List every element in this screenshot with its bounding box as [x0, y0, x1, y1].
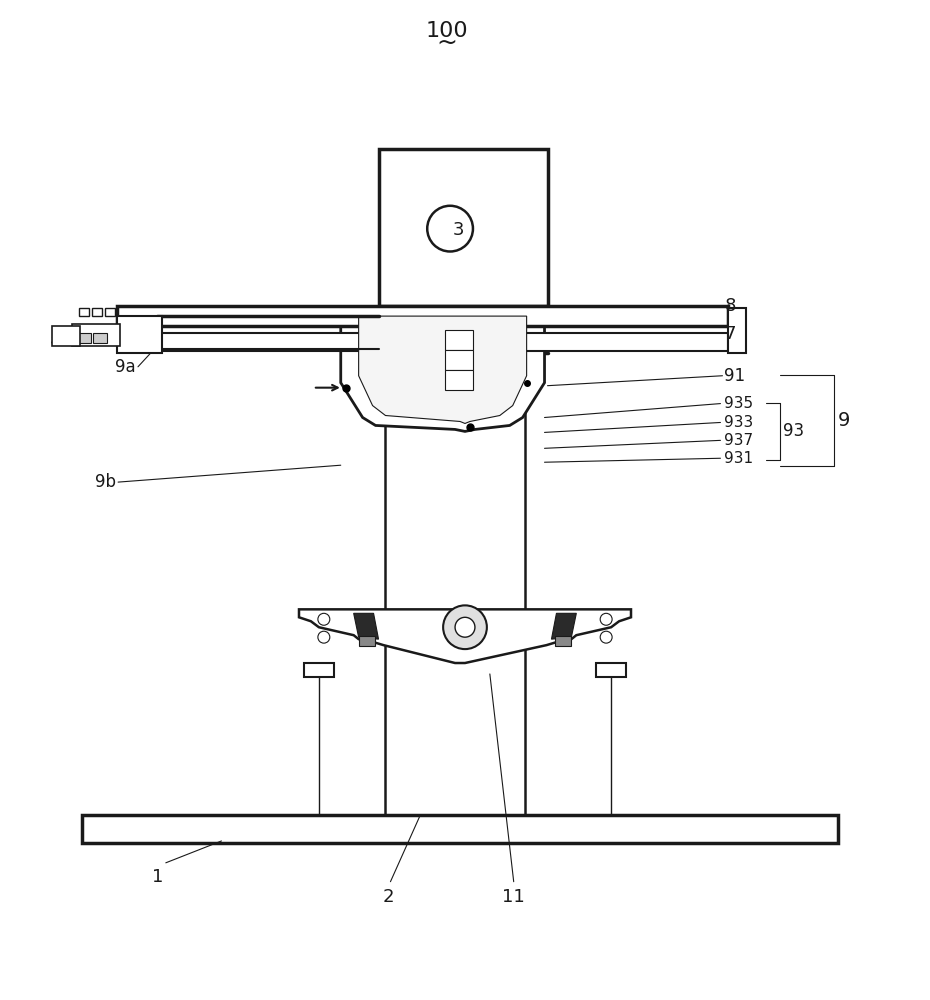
- Bar: [445, 370, 473, 390]
- Bar: [379, 149, 548, 308]
- Bar: [157, 333, 728, 351]
- Circle shape: [600, 613, 612, 625]
- Text: 931: 931: [724, 451, 753, 466]
- Circle shape: [318, 631, 330, 643]
- Text: 8: 8: [724, 297, 736, 315]
- Polygon shape: [353, 613, 379, 639]
- Bar: [92, 308, 102, 316]
- Text: 11: 11: [502, 888, 525, 906]
- Text: 3: 3: [453, 221, 465, 239]
- Text: 100: 100: [426, 21, 469, 41]
- Polygon shape: [299, 609, 631, 663]
- Bar: [728, 308, 746, 353]
- Bar: [117, 306, 728, 326]
- Text: 937: 937: [724, 433, 753, 448]
- Polygon shape: [551, 613, 577, 639]
- Bar: [385, 288, 525, 815]
- Circle shape: [600, 631, 612, 643]
- Bar: [445, 350, 473, 370]
- Circle shape: [455, 617, 475, 637]
- Text: 9b: 9b: [95, 473, 116, 491]
- Text: 935: 935: [724, 396, 753, 411]
- Bar: [304, 663, 334, 677]
- Text: 2: 2: [383, 888, 394, 906]
- Text: 93: 93: [783, 422, 804, 440]
- Bar: [105, 308, 115, 316]
- Bar: [79, 308, 89, 316]
- Bar: [117, 316, 162, 353]
- Bar: [445, 330, 473, 350]
- Text: 1: 1: [153, 868, 164, 886]
- Polygon shape: [340, 313, 545, 431]
- Circle shape: [318, 613, 330, 625]
- Circle shape: [443, 605, 487, 649]
- Text: 9: 9: [838, 411, 850, 430]
- Text: 933: 933: [724, 415, 753, 430]
- Bar: [52, 326, 80, 346]
- Bar: [77, 333, 91, 343]
- Bar: [82, 815, 838, 843]
- Bar: [359, 636, 375, 646]
- Text: 7: 7: [724, 325, 736, 343]
- Text: 91: 91: [724, 367, 746, 385]
- Circle shape: [427, 206, 473, 251]
- Polygon shape: [359, 316, 526, 423]
- Bar: [73, 324, 120, 346]
- Text: ~: ~: [437, 31, 458, 55]
- Bar: [93, 333, 107, 343]
- Text: 9a: 9a: [115, 358, 136, 376]
- Bar: [555, 636, 571, 646]
- Bar: [596, 663, 626, 677]
